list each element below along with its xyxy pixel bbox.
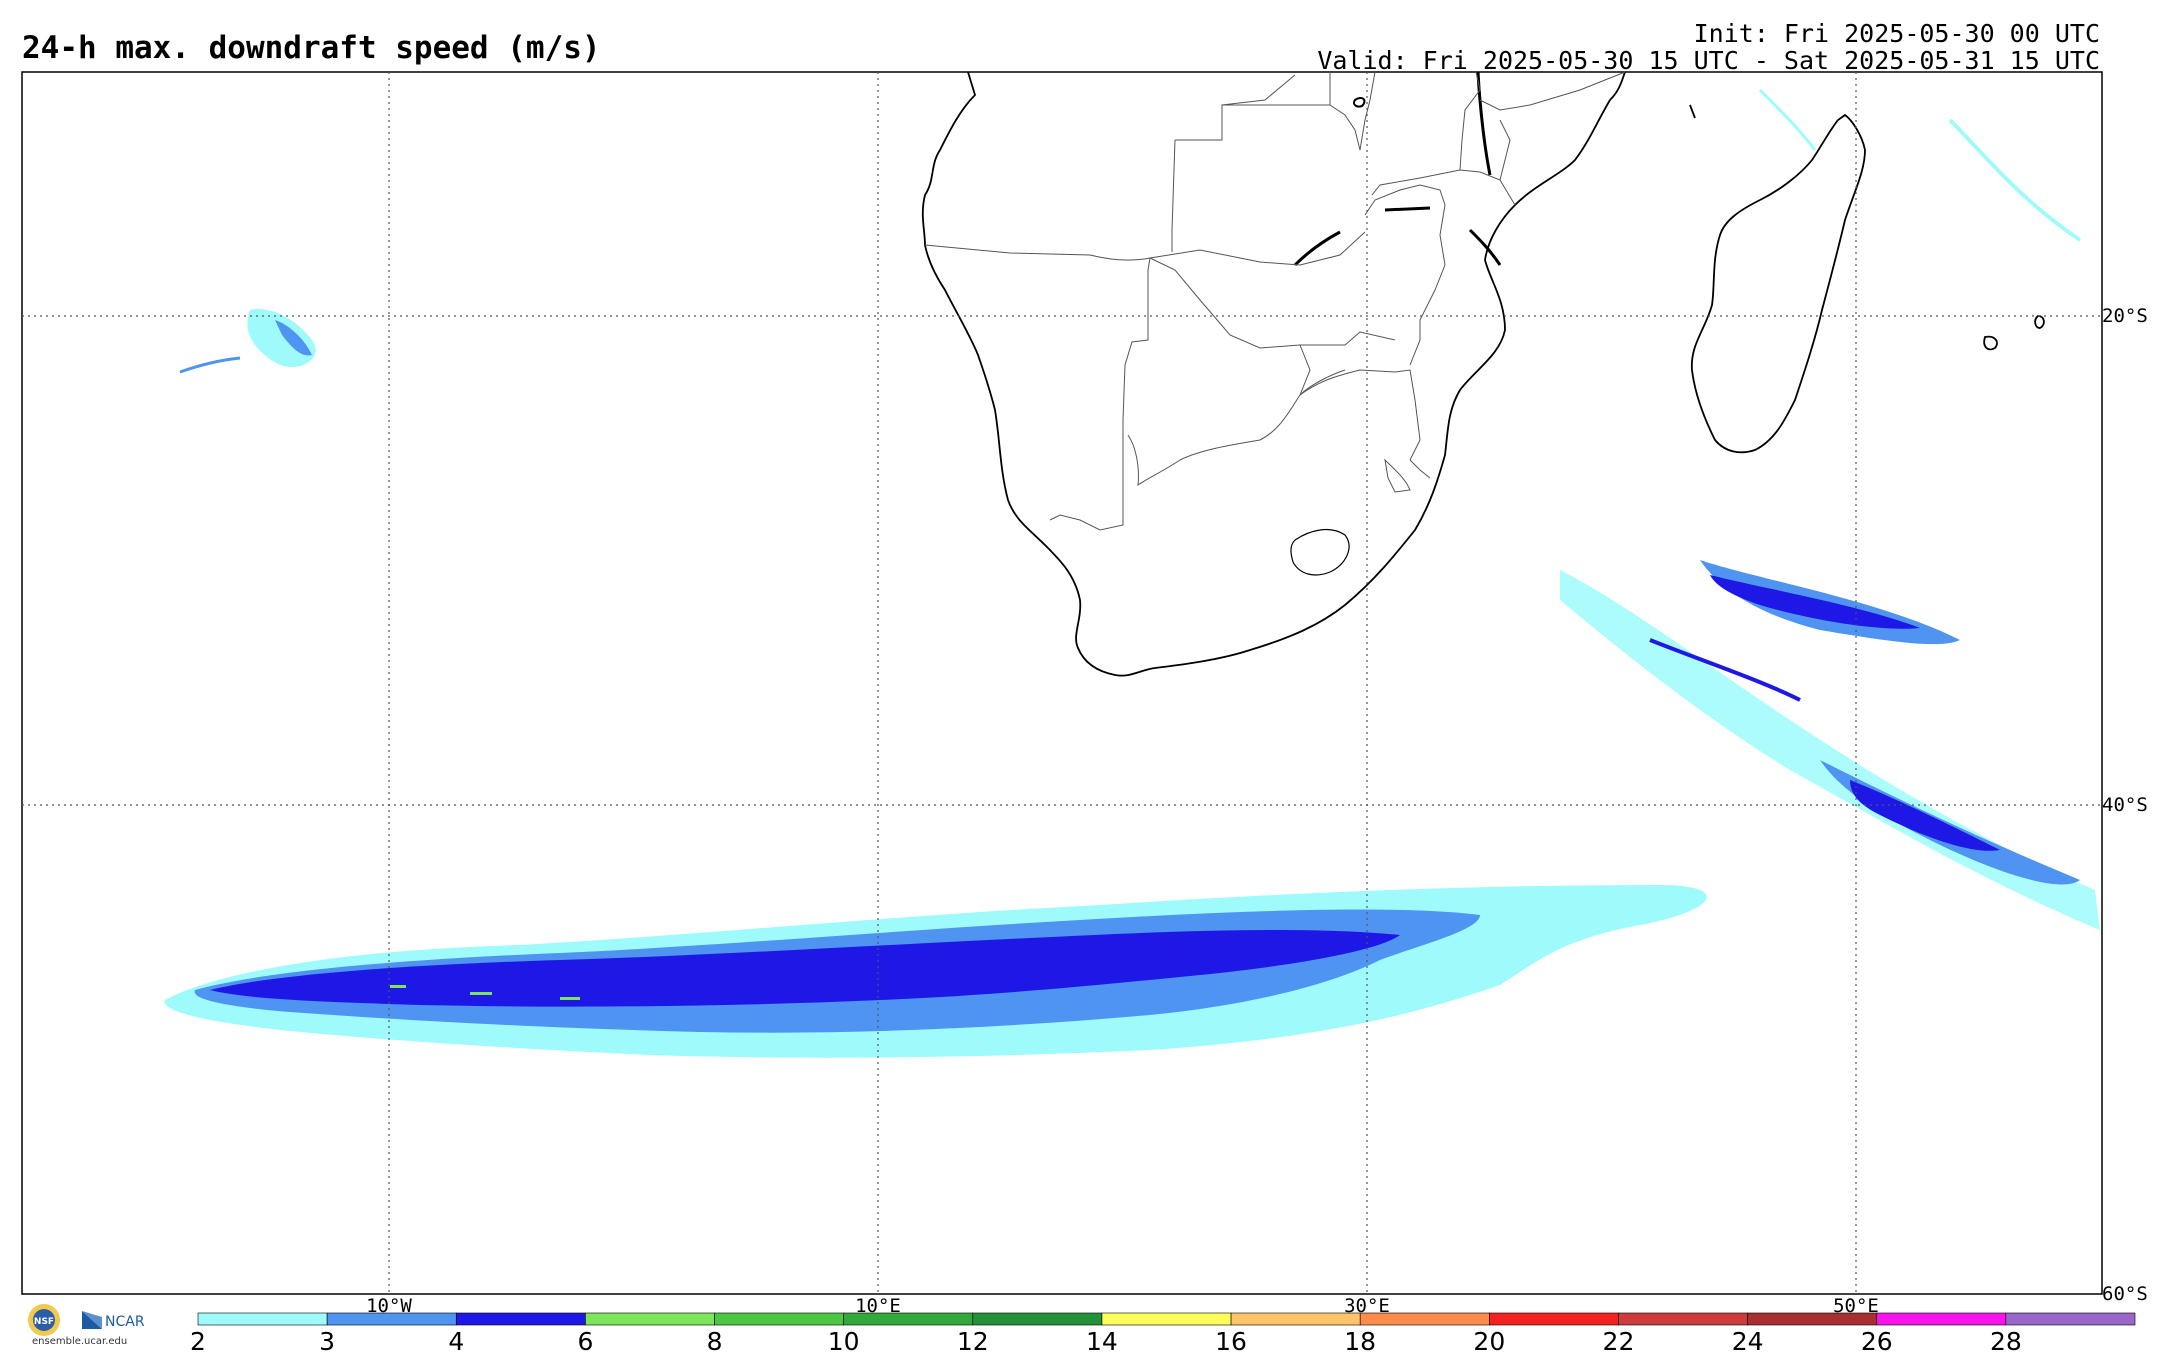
shade-se-dark — [1710, 575, 1920, 629]
graticule — [22, 72, 2102, 1294]
colorbar-tick-label: 16 — [1215, 1327, 1247, 1354]
island-coastline — [1983, 335, 1998, 351]
colorbar-tick-label: 3 — [319, 1327, 335, 1354]
downdraft-shading — [164, 88, 2100, 1058]
colorbar-swatch — [1618, 1312, 1748, 1326]
colorbar-swatch — [714, 1312, 844, 1326]
shade-west-core — [275, 320, 312, 356]
colorbar-tick-label: 26 — [1861, 1327, 1893, 1354]
shade-speck — [470, 992, 492, 995]
country-borders — [924, 71, 1626, 531]
svg-text:NCAR: NCAR — [105, 1314, 145, 1330]
colorbar-swatch — [455, 1312, 586, 1326]
lake — [1293, 230, 1341, 267]
shade-speck — [560, 997, 580, 1000]
lon-label: 30°E — [1344, 1295, 1390, 1317]
colorbar-tick-label: 28 — [1990, 1327, 2022, 1354]
shade-west-streak — [179, 356, 241, 374]
colorbar: 2 3 4 6 8 10 12 14 16 18 20 22 24 26 28 — [190, 1312, 2136, 1354]
colorbar-swatch — [1230, 1312, 1361, 1326]
colorbar-tick-label: 24 — [1732, 1327, 1764, 1354]
ncar-logo: NCAR — [82, 1311, 145, 1330]
time-info: Init: Fri 2025-05-30 00 UTC Valid: Fri 2… — [1317, 20, 2100, 74]
africa-coastline — [921, 71, 1626, 677]
lake — [1468, 228, 1502, 266]
nsf-logo: NSF — [28, 1304, 60, 1336]
map-frame — [21, 71, 2103, 1295]
shade-se-streak — [1649, 638, 1801, 702]
shade-se-lower-dark — [1850, 780, 2000, 851]
colorbar-tick-label: 22 — [1603, 1327, 1635, 1354]
madagascar-coastline — [1691, 113, 1866, 454]
colorbar-swatch — [1876, 1312, 2007, 1326]
lat-label: 60°S — [2102, 1283, 2148, 1305]
lat-label: 40°S — [2102, 794, 2148, 816]
island-coastline — [2034, 315, 2045, 329]
lon-label: 10°W — [366, 1295, 412, 1317]
colorbar-tick-label: 4 — [448, 1327, 464, 1354]
island-coastline — [1689, 104, 1696, 119]
colorbar-swatch — [197, 1312, 328, 1326]
lesotho — [1290, 528, 1350, 576]
colorbar-swatch — [1747, 1312, 1878, 1326]
shade-ne-streaks — [1948, 118, 2082, 242]
colorbar-tick-label: 18 — [1344, 1327, 1376, 1354]
lake — [1352, 96, 1366, 108]
lake — [1384, 206, 1431, 212]
shade-west-patch — [247, 309, 316, 368]
colorbar-tick-label: 12 — [957, 1327, 989, 1354]
colorbar-swatch — [1489, 1312, 1619, 1326]
lat-label: 20°S — [2102, 305, 2148, 327]
colorbar-tick-label: 10 — [828, 1327, 860, 1354]
shade-speck — [390, 985, 406, 988]
colorbar-swatch — [2005, 1312, 2136, 1326]
colorbar-tick-label: 2 — [190, 1327, 206, 1354]
colorbar-swatch — [1359, 1312, 1490, 1326]
shade-ne-streaks — [1758, 88, 1817, 151]
colorbar-swatch — [585, 1312, 715, 1326]
colorbar-tick-label: 6 — [577, 1327, 593, 1354]
valid-time: Valid: Fri 2025-05-30 15 UTC - Sat 2025-… — [1317, 46, 2100, 75]
svg-text:NSF: NSF — [34, 1317, 54, 1327]
lon-label: 10°E — [855, 1295, 901, 1317]
colorbar-swatch — [972, 1312, 1103, 1326]
lon-label: 50°E — [1833, 1295, 1879, 1317]
shade-band-4-6 — [210, 929, 1400, 1007]
map-title: 24-h max. downdraft speed (m/s) — [22, 30, 601, 66]
shade-se-lower — [1820, 760, 2080, 885]
colorbar-tick-label: 20 — [1473, 1327, 1505, 1354]
colorbar-tick-label: 14 — [1086, 1327, 1118, 1354]
colorbar-swatch — [326, 1312, 457, 1326]
colorbar-swatch — [843, 1312, 974, 1326]
init-time: Init: Fri 2025-05-30 00 UTC — [1693, 19, 2100, 48]
colorbar-tick-label: 8 — [707, 1327, 723, 1354]
ensemble-url: ensemble.ucar.edu — [32, 1336, 128, 1347]
colorbar-swatch — [1101, 1312, 1232, 1326]
